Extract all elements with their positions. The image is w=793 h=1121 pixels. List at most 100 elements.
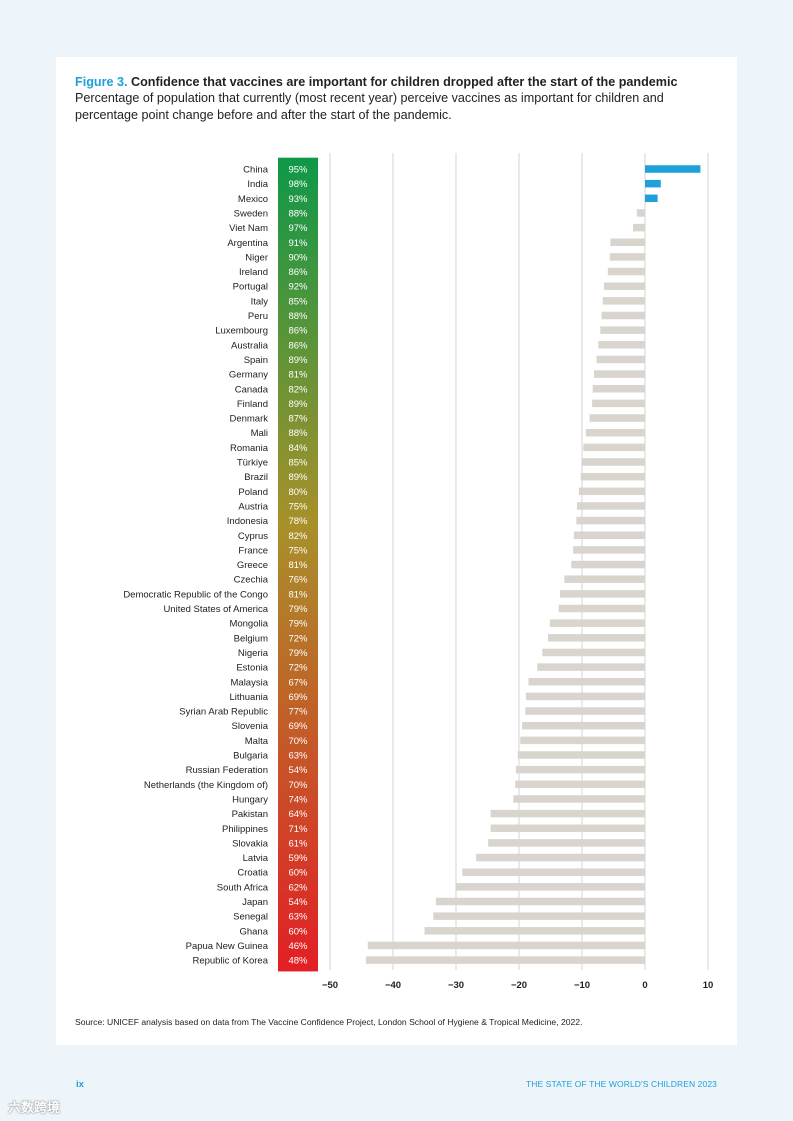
change-bar xyxy=(549,619,645,627)
watermark: 六数跨境 xyxy=(8,1100,61,1115)
x-tick-label: 0 xyxy=(642,980,647,991)
change-bar xyxy=(542,648,645,657)
country-label: Brazil xyxy=(244,472,268,483)
confidence-value-label: 63% xyxy=(288,912,308,923)
confidence-value-label: 87% xyxy=(288,414,308,425)
change-bar xyxy=(633,223,645,232)
country-label: Mexico xyxy=(238,194,268,205)
change-bar xyxy=(525,707,645,715)
change-bar xyxy=(547,634,645,642)
change-bar xyxy=(528,678,645,686)
country-label: Lithuania xyxy=(229,692,268,703)
confidence-value-label: 81% xyxy=(288,370,308,381)
change-bar xyxy=(596,355,645,364)
country-label: Argentina xyxy=(227,238,268,249)
figure-title: Confidence that vaccines are important f… xyxy=(130,75,678,89)
change-bar xyxy=(609,253,645,261)
change-bar xyxy=(476,853,645,862)
confidence-value-label: 85% xyxy=(288,296,308,307)
confidence-value-label: 93% xyxy=(288,194,308,205)
change-bar xyxy=(580,472,645,481)
confidence-value-label: 63% xyxy=(288,751,308,762)
country-label: Denmark xyxy=(229,414,268,425)
change-bar xyxy=(558,604,645,613)
change-bar xyxy=(365,956,645,964)
confidence-value-label: 82% xyxy=(288,531,308,542)
country-label: Finland xyxy=(237,399,268,410)
confidence-value-label: 84% xyxy=(288,443,308,454)
confidence-value-label: 72% xyxy=(288,633,308,644)
change-bar xyxy=(559,590,645,598)
change-bar xyxy=(424,927,645,935)
country-label: Pakistan xyxy=(232,809,268,820)
change-bar xyxy=(602,297,645,305)
confidence-value-label: 59% xyxy=(288,853,308,864)
country-label: Senegal xyxy=(233,912,268,923)
change-bar xyxy=(592,399,645,408)
confidence-value-label: 86% xyxy=(288,267,308,278)
confidence-value-label: 79% xyxy=(288,619,308,630)
confidence-value-label: 62% xyxy=(288,882,308,893)
confidence-value-label: 89% xyxy=(288,472,308,483)
change-bar xyxy=(601,311,645,320)
country-label: Australia xyxy=(231,340,269,351)
country-label: Malta xyxy=(245,736,269,747)
change-bar xyxy=(490,809,645,818)
confidence-value-label: 98% xyxy=(288,179,308,190)
change-bar xyxy=(573,546,645,554)
country-label: Mongolia xyxy=(229,619,268,630)
country-label: Mali xyxy=(251,428,268,439)
change-bar xyxy=(456,883,645,891)
change-bar xyxy=(593,370,645,378)
country-label: Syrian Arab Republic xyxy=(179,707,268,718)
country-label: Hungary xyxy=(232,794,268,805)
confidence-value-label: 80% xyxy=(288,487,308,498)
country-label: Papua New Guinea xyxy=(186,941,269,952)
x-tick-label: −50 xyxy=(322,980,338,991)
change-bar xyxy=(582,458,645,466)
country-label: Czechia xyxy=(234,575,269,586)
country-label: Türkiye xyxy=(237,458,268,469)
country-label: Belgium xyxy=(234,633,268,644)
country-label: Cyprus xyxy=(238,531,268,542)
confidence-value-label: 95% xyxy=(288,165,308,176)
country-label: India xyxy=(247,179,268,190)
figure-subtitle: Percentage of population that currently … xyxy=(75,91,664,122)
country-label: Spain xyxy=(244,355,268,366)
change-bar xyxy=(585,428,645,437)
x-tick-label: −20 xyxy=(511,980,527,991)
change-bar xyxy=(645,194,658,203)
change-bar xyxy=(592,385,645,393)
change-bar xyxy=(604,282,645,290)
country-label: South Africa xyxy=(217,882,269,893)
figure-card: Figure 3. Confidence that vaccines are i… xyxy=(56,57,737,1045)
change-bar xyxy=(607,267,645,276)
country-label: Germany xyxy=(229,370,268,381)
confidence-value-label: 88% xyxy=(288,428,308,439)
change-bar xyxy=(433,912,645,920)
change-bar xyxy=(571,560,645,569)
country-label: Sweden xyxy=(234,208,268,219)
confidence-value-label: 75% xyxy=(288,545,308,556)
change-bar xyxy=(645,165,701,173)
x-tick-label: −10 xyxy=(574,980,590,991)
page-number: ix xyxy=(76,1079,84,1090)
change-bar xyxy=(636,209,645,217)
confidence-value-label: 64% xyxy=(288,809,308,820)
confidence-value-label: 88% xyxy=(288,311,308,322)
confidence-value-label: 48% xyxy=(288,956,308,967)
country-label: Latvia xyxy=(243,853,269,864)
confidence-value-label: 70% xyxy=(288,736,308,747)
country-label: Greece xyxy=(237,560,268,571)
x-tick-label: 10 xyxy=(703,980,714,991)
change-bar xyxy=(583,443,645,452)
confidence-value-label: 81% xyxy=(288,589,308,600)
country-label: Romania xyxy=(230,443,269,454)
change-bar xyxy=(573,531,645,539)
change-bar xyxy=(515,780,645,789)
confidence-value-label: 91% xyxy=(288,238,308,249)
change-bar xyxy=(645,179,661,188)
figure-label: Figure 3. xyxy=(75,75,128,89)
country-label: Netherlands (the Kingdom of) xyxy=(144,780,268,791)
confidence-value-label: 85% xyxy=(288,458,308,469)
